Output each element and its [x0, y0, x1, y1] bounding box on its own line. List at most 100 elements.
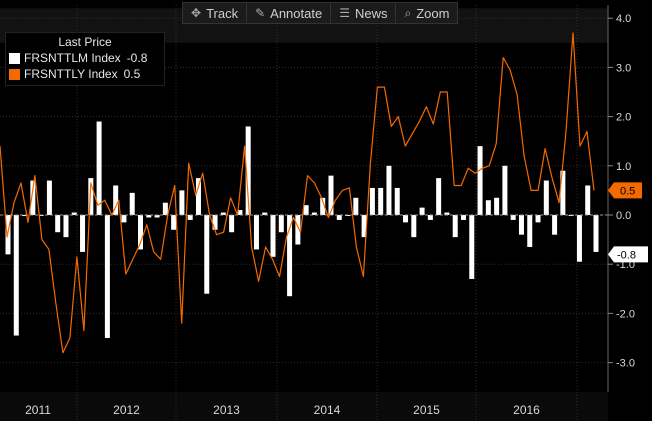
bar: [262, 212, 268, 215]
legend-series-name: FRSNTTLY Index: [24, 67, 118, 81]
bar: [353, 197, 359, 215]
bar: [460, 215, 466, 220]
x-tick-label: 2013: [213, 403, 240, 417]
legend-item-frsnttly[interactable]: FRSNTTLY Index 0.5: [6, 66, 164, 82]
bar: [187, 215, 193, 220]
chart-toolbar: ✥ Track ✎ Annotate ☰ News ⌕ Zoom: [182, 2, 459, 24]
bar: [113, 185, 119, 215]
bar: [585, 185, 591, 215]
bar: [419, 207, 425, 215]
bar: [71, 212, 77, 215]
zoom-label: Zoom: [416, 5, 450, 21]
bar: [245, 126, 251, 215]
bar: [394, 187, 400, 215]
bar: [403, 215, 409, 223]
bar: [237, 210, 243, 215]
bar: [560, 170, 566, 215]
y-tick-label: 3.0: [616, 62, 631, 74]
bar: [162, 202, 168, 215]
bar: [212, 215, 218, 230]
legend-series-value: -0.8: [126, 51, 148, 65]
last-value-label-orange: 0.5: [620, 185, 635, 197]
bar: [502, 165, 508, 215]
bar: [311, 212, 317, 215]
bar: [63, 215, 69, 238]
y-tick-label: 2.0: [616, 112, 631, 124]
x-tick-label: 2015: [413, 403, 440, 417]
bar: [146, 215, 152, 218]
bar: [138, 215, 144, 250]
bar: [469, 215, 475, 279]
bar: [55, 215, 61, 233]
legend-item-frsnttlm[interactable]: FRSNTTLM Index -0.8: [6, 50, 164, 66]
bar: [30, 180, 36, 215]
y-tick-label: 1.0: [616, 161, 631, 173]
bar: [593, 215, 599, 252]
crosshair-icon: ✥: [191, 6, 202, 20]
bar: [386, 165, 392, 215]
bar: [253, 215, 259, 250]
bar: [452, 215, 458, 238]
bar: [436, 178, 442, 215]
y-tick-label: -2.0: [616, 308, 635, 320]
bar: [518, 215, 524, 235]
zoom-button[interactable]: ⌕ Zoom: [396, 3, 457, 23]
bar: [278, 215, 284, 233]
x-tick-label: 2014: [314, 403, 341, 417]
last-value-label-white: -0.8: [617, 249, 636, 261]
bar: [378, 187, 384, 215]
bar: [129, 192, 135, 215]
x-tick-label: 2012: [113, 403, 140, 417]
bar: [204, 215, 210, 294]
legend-swatch-orange: [9, 68, 20, 80]
series-line: [0, 32, 595, 354]
bar: [195, 178, 201, 215]
news-button[interactable]: ☰ News: [331, 3, 397, 23]
bar: [369, 187, 375, 215]
bar: [527, 215, 533, 247]
bar: [121, 215, 127, 223]
bar: [336, 215, 342, 220]
y-tick-label: 0.0: [616, 210, 631, 222]
bar: [510, 215, 516, 220]
magnifier-icon: ⌕: [404, 5, 412, 20]
bar: [444, 212, 450, 215]
annotate-button[interactable]: ✎ Annotate: [247, 3, 332, 23]
bar: [154, 215, 160, 218]
bar: [576, 215, 582, 262]
bar: [88, 178, 94, 215]
bar: [477, 146, 483, 215]
bar: [179, 190, 185, 215]
x-tick-label: 2016: [513, 403, 540, 417]
x-tick-label: 2011: [25, 403, 51, 417]
bar: [320, 197, 326, 215]
bar: [287, 215, 293, 297]
bar: [552, 215, 558, 235]
bar: [543, 180, 549, 215]
last-value-marker-white: [608, 246, 648, 263]
track-button[interactable]: ✥ Track: [183, 3, 248, 23]
news-icon: ☰: [339, 6, 350, 20]
annotate-label: Annotate: [270, 5, 323, 21]
bar: [295, 215, 301, 245]
bar: [22, 215, 28, 216]
x-axis-band: [0, 392, 608, 421]
bar: [229, 215, 235, 233]
bar: [80, 215, 86, 252]
bar: [13, 215, 19, 336]
legend-title: Last Price: [58, 35, 112, 49]
track-label: Track: [206, 5, 239, 21]
bar: [494, 197, 500, 215]
bar: [171, 215, 177, 230]
bar: [427, 215, 433, 220]
legend-series-name: FRSNTTLM Index: [24, 51, 121, 65]
news-label: News: [354, 5, 388, 21]
legend-swatch-white: [9, 52, 20, 64]
bar: [328, 175, 334, 215]
bar: [535, 215, 541, 223]
last-value-marker-orange: [608, 182, 642, 199]
bar: [96, 121, 102, 215]
legend-series-value: 0.5: [123, 67, 141, 81]
bar: [485, 200, 491, 215]
